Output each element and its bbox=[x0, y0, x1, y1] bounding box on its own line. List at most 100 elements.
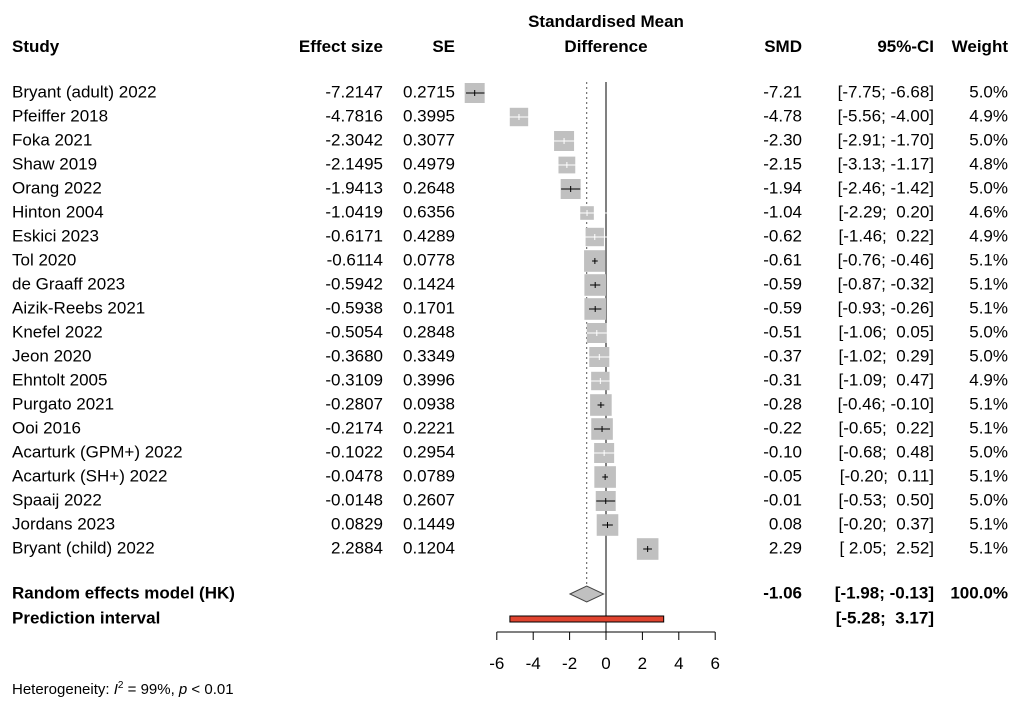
weight-value: 5.0% bbox=[969, 490, 1008, 509]
header-ci: 95%-CI bbox=[877, 37, 934, 56]
se-value: 0.2715 bbox=[403, 82, 455, 101]
p-symbol: p bbox=[178, 681, 188, 698]
weight-value: 4.6% bbox=[969, 202, 1008, 221]
ci-value: [-1.02; 0.29] bbox=[839, 346, 934, 365]
ci-value: [-2.91; -1.70] bbox=[838, 130, 934, 149]
effect-size-value: -4.7816 bbox=[325, 106, 383, 125]
study-name: Orang 2022 bbox=[12, 178, 102, 197]
effect-size-value: -2.1495 bbox=[325, 154, 383, 173]
weight-value: 5.1% bbox=[969, 394, 1008, 413]
smd-value: -0.61 bbox=[763, 250, 802, 269]
p-value: < 0.01 bbox=[187, 681, 234, 698]
se-value: 0.3349 bbox=[403, 346, 455, 365]
se-value: 0.0938 bbox=[403, 394, 455, 413]
header-plot-title-line1: Standardised Mean bbox=[528, 12, 684, 31]
se-value: 0.3996 bbox=[403, 370, 455, 389]
header-plot-title-line2: Difference bbox=[564, 37, 647, 56]
study-name: Purgato 2021 bbox=[12, 394, 114, 413]
ci-value: [-0.93; -0.26] bbox=[838, 298, 934, 317]
pooled-label: Random effects model (HK) bbox=[12, 583, 235, 602]
weight-value: 5.0% bbox=[969, 442, 1008, 461]
header-weight: Weight bbox=[952, 37, 1009, 56]
prediction-ci: [-5.28; 3.17] bbox=[836, 608, 934, 627]
ci-value: [-1.09; 0.47] bbox=[839, 370, 934, 389]
prediction-label: Prediction interval bbox=[12, 608, 160, 627]
weight-value: 5.1% bbox=[969, 514, 1008, 533]
study-name: Acarturk (GPM+) 2022 bbox=[12, 442, 183, 461]
effect-size-value: -7.2147 bbox=[325, 82, 383, 101]
heterogeneity-prefix: Heterogeneity: bbox=[12, 681, 114, 698]
header-se: SE bbox=[432, 37, 455, 56]
study-name: Jeon 2020 bbox=[12, 346, 91, 365]
weight-value: 5.1% bbox=[969, 298, 1008, 317]
smd-value: -0.05 bbox=[763, 466, 802, 485]
weight-value: 5.1% bbox=[969, 274, 1008, 293]
weight-value: 5.1% bbox=[969, 466, 1008, 485]
pooled-ci: [-1.98; -0.13] bbox=[835, 583, 934, 602]
ci-value: [-5.56; -4.00] bbox=[838, 106, 934, 125]
ci-value: [-0.20; 0.37] bbox=[839, 514, 934, 533]
x-tick-label: -6 bbox=[489, 654, 504, 673]
i2-value: = 99%, bbox=[123, 681, 179, 698]
study-name: Acarturk (SH+) 2022 bbox=[12, 466, 167, 485]
study-name: Pfeiffer 2018 bbox=[12, 106, 108, 125]
study-name: Eskici 2023 bbox=[12, 226, 99, 245]
ci-value: [-1.06; 0.05] bbox=[839, 322, 934, 341]
study-name: Ooi 2016 bbox=[12, 418, 81, 437]
study-name: Ehntolt 2005 bbox=[12, 370, 107, 389]
chart-marks bbox=[464, 82, 665, 632]
x-tick-label: 2 bbox=[638, 654, 647, 673]
se-value: 0.2607 bbox=[403, 490, 455, 509]
se-value: 0.1424 bbox=[403, 274, 455, 293]
ci-value: [-0.20; 0.11] bbox=[840, 466, 934, 485]
ci-value: [-0.87; -0.32] bbox=[838, 274, 934, 293]
se-value: 0.4979 bbox=[403, 154, 455, 173]
smd-value: -0.28 bbox=[763, 394, 802, 413]
se-value: 0.3995 bbox=[403, 106, 455, 125]
ci-value: [-0.65; 0.22] bbox=[839, 418, 934, 437]
smd-value: -1.94 bbox=[763, 178, 802, 197]
study-name: Aizik-Reebs 2021 bbox=[12, 298, 145, 317]
effect-size-value: -0.5938 bbox=[325, 298, 383, 317]
study-name: Hinton 2004 bbox=[12, 202, 104, 221]
weight-value: 5.1% bbox=[969, 418, 1008, 437]
smd-value: -0.59 bbox=[763, 274, 802, 293]
effect-size-value: -0.5054 bbox=[325, 322, 383, 341]
weight-value: 5.0% bbox=[969, 178, 1008, 197]
x-tick-label: 6 bbox=[710, 654, 719, 673]
pooled-weight: 100.0% bbox=[950, 583, 1008, 602]
se-value: 0.4289 bbox=[403, 226, 455, 245]
ci-value: [-0.68; 0.48] bbox=[839, 442, 934, 461]
ci-value: [-0.53; 0.50] bbox=[839, 490, 934, 509]
study-name: de Graaff 2023 bbox=[12, 274, 125, 293]
smd-value: -7.21 bbox=[763, 82, 802, 101]
effect-size-value: -0.5942 bbox=[325, 274, 383, 293]
weight-value: 5.0% bbox=[969, 322, 1008, 341]
effect-size-value: -0.6171 bbox=[325, 226, 383, 245]
weight-value: 5.1% bbox=[969, 538, 1008, 557]
study-name: Tol 2020 bbox=[12, 250, 76, 269]
se-value: 0.2848 bbox=[403, 322, 455, 341]
se-value: 0.1204 bbox=[403, 538, 455, 557]
prediction-interval-bar bbox=[509, 615, 665, 623]
se-value: 0.6356 bbox=[403, 202, 455, 221]
weight-value: 5.0% bbox=[969, 130, 1008, 149]
weight-value: 4.9% bbox=[969, 370, 1008, 389]
effect-size-value: -0.2807 bbox=[325, 394, 383, 413]
study-name: Spaaij 2022 bbox=[12, 490, 102, 509]
effect-size-value: -1.0419 bbox=[325, 202, 383, 221]
smd-value: 0.08 bbox=[769, 514, 802, 533]
effect-size-value: -1.9413 bbox=[325, 178, 383, 197]
ci-value: [-7.75; -6.68] bbox=[838, 82, 934, 101]
study-name: Bryant (adult) 2022 bbox=[12, 82, 157, 101]
se-value: 0.2221 bbox=[403, 418, 455, 437]
ci-value: [-0.46; -0.10] bbox=[838, 394, 934, 413]
effect-size-value: -0.3109 bbox=[325, 370, 383, 389]
pooled-diamond bbox=[568, 585, 605, 603]
smd-value: -0.59 bbox=[763, 298, 802, 317]
weight-value: 5.0% bbox=[969, 82, 1008, 101]
smd-value: -0.62 bbox=[763, 226, 802, 245]
study-name: Bryant (child) 2022 bbox=[12, 538, 155, 557]
header-effect-size: Effect size bbox=[299, 37, 383, 56]
